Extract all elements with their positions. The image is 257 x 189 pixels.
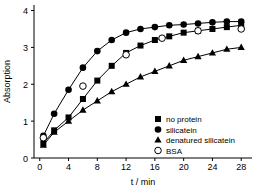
marker — [65, 86, 72, 93]
series-line — [43, 47, 241, 145]
y-tick-label: 1 — [23, 117, 28, 127]
x-tick-label: 20 — [179, 162, 189, 172]
marker — [94, 78, 100, 84]
x-axis-label: t / min — [131, 177, 156, 187]
y-tick — [31, 47, 34, 48]
marker — [238, 18, 245, 25]
marker — [238, 44, 245, 50]
marker — [152, 24, 159, 31]
x-tick — [183, 158, 184, 161]
marker — [223, 45, 230, 51]
marker — [80, 83, 87, 90]
y-axis-label: Absorption — [2, 60, 12, 103]
y-tick — [31, 121, 34, 122]
y-tick-label: 3 — [23, 43, 28, 53]
series-line — [43, 22, 241, 136]
x-tick-label: 24 — [207, 162, 217, 172]
marker — [40, 141, 47, 147]
marker — [181, 30, 187, 36]
y-axis — [34, 5, 35, 158]
x-tick — [212, 158, 213, 161]
x-tick-label: 0 — [37, 162, 42, 172]
marker — [109, 63, 115, 69]
marker — [94, 48, 101, 55]
marker — [151, 68, 158, 74]
x-tick — [39, 158, 40, 161]
x-tick-label: 28 — [236, 162, 246, 172]
x-tick — [154, 158, 155, 161]
marker — [166, 62, 173, 68]
legend-label: no protein — [166, 115, 202, 124]
x-tick-label: 16 — [150, 162, 160, 172]
marker — [65, 117, 72, 123]
marker — [209, 26, 215, 32]
y-tick-label: 2 — [23, 80, 28, 90]
marker — [108, 37, 115, 44]
y-tick-label: 4 — [23, 6, 28, 16]
y-tick — [31, 84, 34, 85]
legend-label: BSA — [166, 147, 183, 156]
marker — [224, 24, 230, 30]
x-tick — [97, 158, 98, 161]
marker — [194, 53, 201, 59]
legend-marker — [155, 147, 162, 154]
legend-label: silicatein — [166, 126, 197, 135]
marker — [166, 33, 172, 39]
x-tick — [68, 158, 69, 161]
marker — [123, 29, 130, 36]
y-tick — [31, 158, 34, 159]
x-tick — [241, 158, 242, 161]
x-tick-label: 4 — [66, 162, 71, 172]
series-line — [43, 25, 241, 143]
marker — [152, 37, 158, 43]
marker — [122, 80, 129, 86]
y-tick — [31, 10, 34, 11]
marker — [238, 26, 245, 33]
marker — [195, 28, 201, 34]
marker — [209, 49, 216, 55]
marker — [195, 28, 202, 35]
x-axis — [34, 158, 252, 159]
marker — [51, 110, 58, 117]
marker — [137, 73, 144, 79]
legend-marker — [155, 116, 161, 122]
marker — [51, 128, 58, 134]
legend-marker — [155, 126, 162, 133]
marker — [79, 106, 86, 112]
marker — [180, 57, 187, 63]
marker — [137, 43, 143, 49]
marker — [108, 88, 115, 94]
marker — [166, 22, 173, 29]
marker — [159, 35, 166, 42]
legend-label: denatured silicatein — [166, 136, 235, 145]
legend-marker — [154, 136, 161, 142]
x-tick-label: 8 — [95, 162, 100, 172]
y-tick-label: 0 — [23, 154, 28, 164]
legend: no protein silicateindenatured silicatein… — [154, 115, 235, 156]
marker — [123, 51, 130, 58]
marker — [80, 96, 86, 102]
chart: 048121620242801234t / minAbsorptionno pr… — [0, 0, 257, 189]
marker — [40, 134, 47, 141]
x-tick — [126, 158, 127, 161]
marker — [180, 21, 187, 28]
marker — [137, 26, 144, 33]
marker — [209, 19, 216, 26]
marker — [195, 20, 202, 27]
marker — [94, 97, 101, 103]
marker — [224, 18, 231, 25]
marker — [80, 64, 87, 71]
plot-area — [40, 18, 245, 147]
x-tick-label: 12 — [121, 162, 131, 172]
